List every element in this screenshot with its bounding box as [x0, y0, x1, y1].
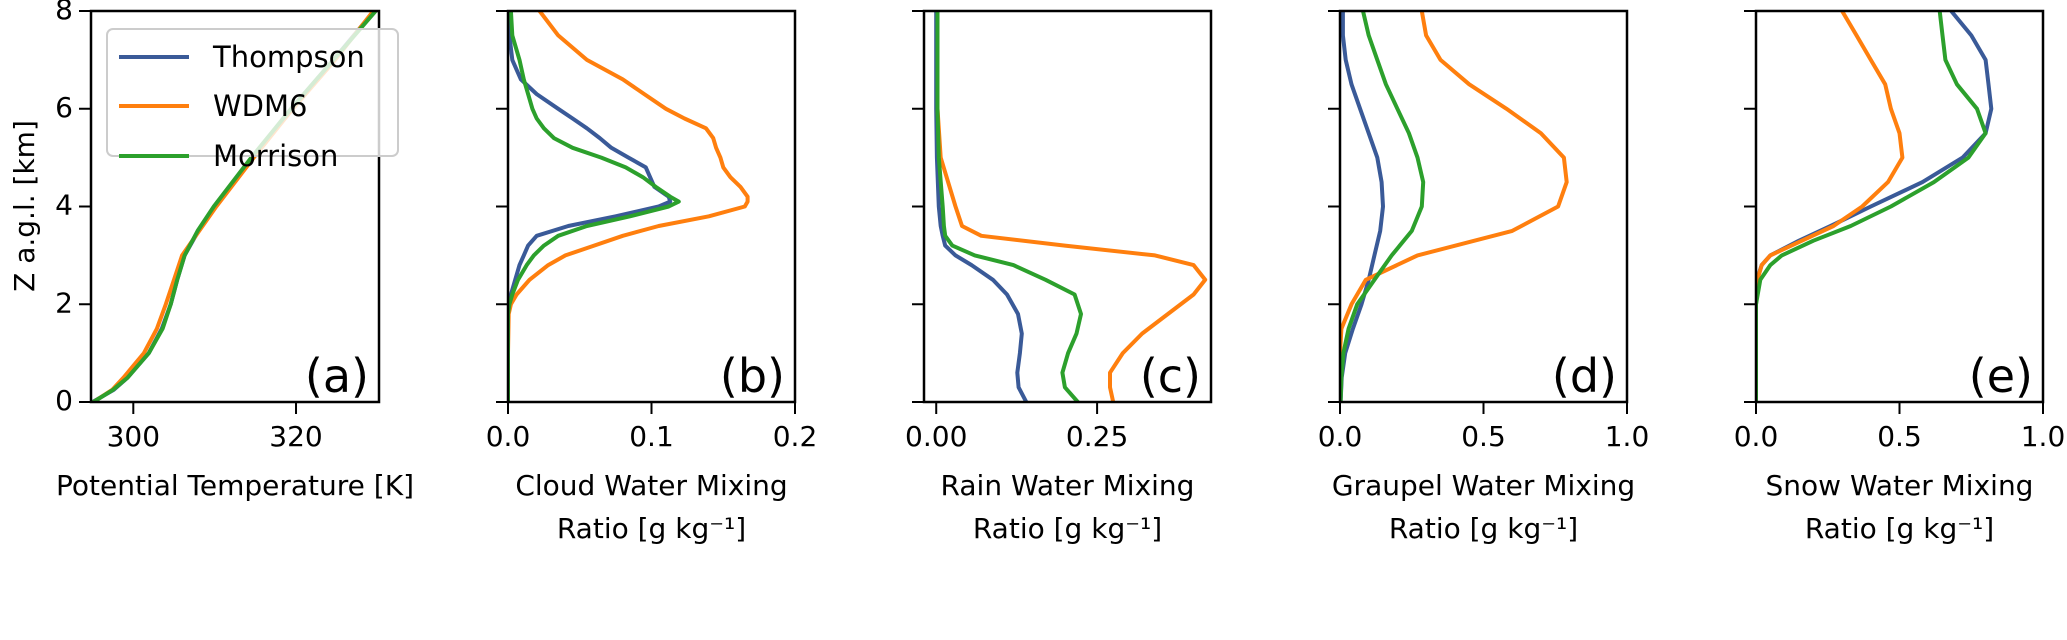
x-tick-label: 0.25 [1066, 420, 1128, 453]
x-axis-label: Ratio [g kg⁻¹] [1805, 512, 1994, 545]
panel-label: (c) [1140, 349, 1201, 403]
series-line-wdm6 [1340, 11, 1569, 402]
series-group [508, 11, 750, 402]
y-tick-label: 4 [55, 189, 73, 222]
legend-label-thompson: Thompson [212, 40, 365, 74]
x-axis-label: Snow Water Mixing [1766, 469, 2034, 502]
x-tick-label: 0.0 [1734, 420, 1779, 453]
x-axis-label: Rain Water Mixing [941, 469, 1195, 502]
panel-d: 0.0 0.5 1.0 Graupel Water Mixing Ratio [g kg… [1318, 9, 1650, 545]
legend-label-wdm6: WDM6 [213, 89, 307, 123]
series-line-morrison [508, 11, 681, 402]
x-tick-label: 0.2 [773, 420, 818, 453]
x-tick-label: 0.0 [1318, 420, 1363, 453]
legend: Thompson WDM6 Morrison [106, 28, 399, 173]
panel-b: 0.0 0.1 0.2 Cloud Water Mixing Ratio [g kg⁻¹… [486, 9, 818, 545]
series-line-wdm6 [508, 11, 750, 402]
series-group [934, 11, 1208, 402]
x-tick-label: 1.0 [2021, 420, 2066, 453]
x-tick-label: 0.00 [905, 420, 967, 453]
x-axis-label: Ratio [g kg⁻¹] [1389, 512, 1578, 545]
series-line-morrison [1756, 11, 1988, 402]
series-line-thompson [934, 11, 1029, 402]
series-line-wdm6 [1756, 11, 1905, 402]
y-tick-label: 8 [55, 0, 73, 26]
x-tick-label: 0.5 [1461, 420, 1506, 453]
x-tick-label: 0.0 [486, 420, 531, 453]
y-tick-label: 0 [55, 384, 73, 417]
y-tick-label: 2 [55, 286, 73, 319]
panel-label: (e) [1969, 349, 2033, 403]
x-axis-label: Graupel Water Mixing [1332, 469, 1635, 502]
panel-label: (b) [720, 349, 785, 403]
series-line-morrison [1340, 11, 1426, 402]
x-tick-label: 320 [269, 420, 322, 453]
series-line-thompson [1340, 11, 1385, 402]
x-axis-label: Potential Temperature [K] [56, 469, 414, 502]
x-tick-label: 0.5 [1877, 420, 1922, 453]
x-tick-label: 0.1 [629, 420, 674, 453]
x-axis-label: Ratio [g kg⁻¹] [557, 512, 746, 545]
legend-label-morrison: Morrison [213, 139, 338, 173]
y-tick-label: 6 [55, 91, 73, 124]
series-group [1756, 11, 1994, 402]
x-tick-label: 1.0 [1605, 420, 1650, 453]
legend-frame [106, 28, 399, 157]
panel-label: (a) [305, 349, 369, 403]
panel-e: 0.0 0.5 1.0 Snow Water Mixing Ratio [g kg⁻¹]… [1734, 9, 2066, 545]
panel-a: 0 2 4 6 8 300 320 Potential Temperature [K] (a) [55, 0, 414, 502]
panel-label: (d) [1552, 349, 1617, 403]
axes-frame [1754, 9, 2045, 404]
axes-frame [922, 9, 1213, 404]
series-group [1340, 11, 1569, 402]
x-axis-label: Cloud Water Mixing [515, 469, 787, 502]
series-line-thompson [1756, 11, 1994, 402]
x-tick-label: 300 [107, 420, 160, 453]
series-line-morrison [935, 11, 1083, 402]
panel-c: 0.00 0.25 Rain Water Mixing Ratio [g kg⁻¹] (… [905, 9, 1213, 545]
x-axis-label: Ratio [g kg⁻¹] [973, 512, 1162, 545]
series-line-thompson [508, 11, 673, 402]
y-axis-label: Z a.g.l. [km] [8, 120, 41, 292]
